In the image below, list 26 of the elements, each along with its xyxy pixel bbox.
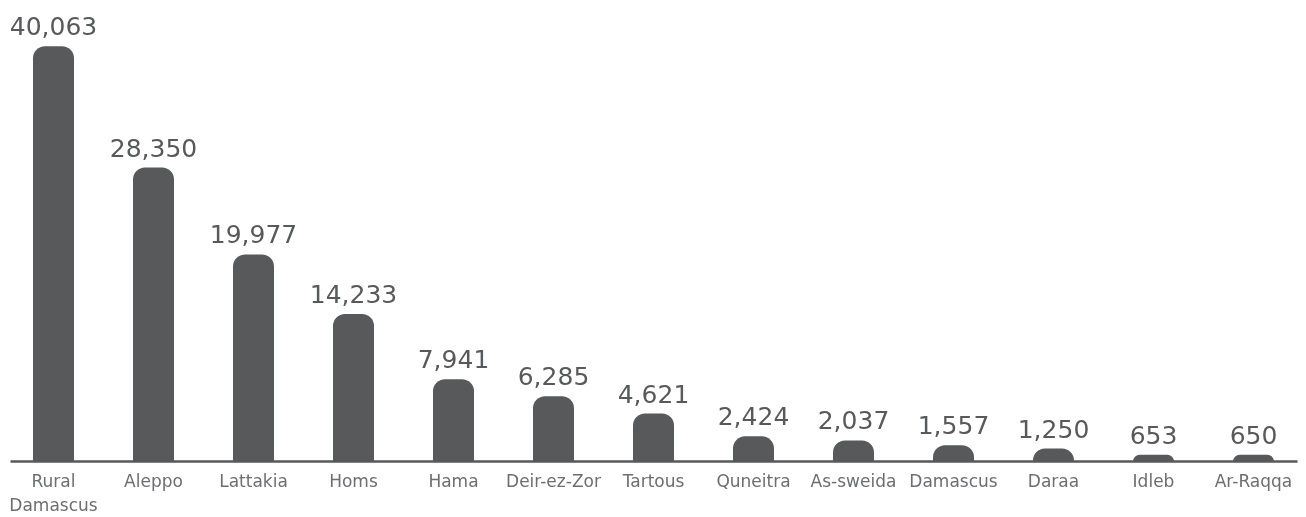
data-label: 653	[1129, 420, 1178, 450]
x-tick-label: Damascus	[909, 470, 998, 491]
data-label: 40,063	[9, 12, 98, 42]
data-label: 650	[1229, 420, 1278, 450]
data-label: 6,285	[517, 362, 590, 392]
data-label: 2,424	[717, 402, 790, 432]
x-tick-label: Deir-ez-Zor	[506, 470, 601, 491]
x-tick-label: Rural Damascus	[9, 470, 98, 515]
x-tick-label: As-sweida	[810, 470, 897, 491]
x-tick-label: Quneitra	[716, 470, 791, 491]
data-label: 2,037	[817, 406, 890, 436]
x-tick-label: Ar-Raqqa	[1214, 470, 1293, 491]
data-label: 4,621	[617, 379, 690, 409]
x-tick-label: Hama	[428, 470, 479, 491]
x-tick-label: Aleppo	[124, 470, 183, 491]
data-label: 7,941	[417, 345, 490, 375]
data-label: 28,350	[109, 133, 198, 163]
x-tick-label: Idleb	[1132, 470, 1175, 491]
data-label: 1,557	[917, 411, 990, 441]
x-tick-label: Homs	[329, 470, 378, 491]
data-label: 14,233	[309, 279, 398, 309]
data-label: 19,977	[209, 220, 298, 250]
x-tick-label: Tartous	[621, 470, 685, 491]
data-label: 1,250	[1017, 414, 1090, 444]
x-tick-label: Lattakia	[219, 470, 288, 491]
x-tick-label: Daraa	[1027, 470, 1080, 491]
